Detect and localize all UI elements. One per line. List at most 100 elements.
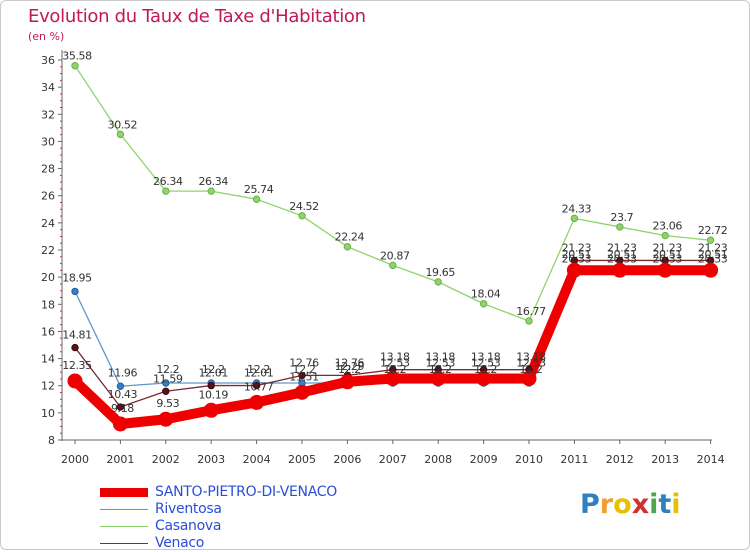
- data-label: 21.23: [652, 241, 682, 254]
- x-tick-label: 2009: [470, 453, 498, 466]
- data-label: 23.7: [610, 211, 633, 224]
- data-point: [525, 317, 533, 325]
- chart-title: Evolution du Taux de Taxe d'Habitation: [28, 6, 366, 27]
- data-point: [706, 236, 715, 244]
- logo-letter: i: [649, 489, 659, 520]
- data-label: 12.2: [202, 363, 225, 376]
- x-tick-label: 2000: [61, 453, 89, 466]
- logo-letter: t: [658, 489, 672, 520]
- data-label: 20.33: [607, 253, 637, 266]
- data-label: 12.2: [429, 363, 452, 376]
- data-label: 20.51: [698, 248, 728, 261]
- data-point: [479, 300, 488, 308]
- data-label: 12.53: [380, 357, 410, 370]
- line-chart: 8 10 12 14 16 18 20 22 24 26 28 30 32 34 36 2000 2001 200…: [41, 50, 728, 466]
- y-tick-label: 14: [41, 353, 55, 366]
- legend-label: SANTO-PIETRO-DI-VENACO: [155, 484, 337, 500]
- data-label: 11.96: [108, 366, 138, 379]
- data-label: 12.76: [289, 356, 319, 369]
- data-label: 35.58: [62, 50, 92, 63]
- y-tick-label: 24: [41, 217, 55, 230]
- logo-letter: o: [613, 489, 632, 520]
- x-tick-label: 2006: [333, 453, 361, 466]
- data-point: [203, 402, 219, 418]
- data-point: [207, 187, 215, 195]
- data-label: 11.51: [289, 370, 319, 383]
- legend-swatch: [100, 509, 148, 510]
- data-label: 12.2: [474, 363, 497, 376]
- data-label: 19.65: [425, 266, 455, 279]
- data-label: 22.24: [335, 231, 365, 244]
- data-point: [570, 214, 579, 223]
- data-label: 20.33: [652, 253, 682, 266]
- data-label: 12.29: [335, 360, 365, 373]
- data-point: [71, 343, 79, 352]
- data-label: 10.77: [244, 380, 274, 393]
- legend-label: Riventosa: [155, 501, 222, 517]
- unit-label: (en %): [28, 30, 65, 43]
- data-label: 20.51: [607, 248, 637, 261]
- data-point: [476, 371, 492, 387]
- data-label: 10.19: [198, 388, 228, 401]
- data-label: 16.77: [516, 305, 546, 318]
- data-label: 12.53: [516, 357, 546, 370]
- y-tick-label: 8: [48, 434, 55, 447]
- data-point: [298, 371, 306, 380]
- data-label: 12.2: [293, 363, 316, 376]
- data-point: [434, 278, 442, 286]
- data-label: 30.52: [108, 118, 138, 131]
- logo-letter: P: [580, 489, 600, 520]
- data-label: 12.2: [247, 363, 270, 376]
- data-point: [294, 384, 310, 400]
- data-label: 20.51: [562, 248, 592, 261]
- data-point: [116, 382, 125, 390]
- data-label: 13.18: [380, 351, 410, 364]
- data-point: [566, 262, 582, 278]
- y-tick-label: 22: [41, 244, 55, 257]
- y-tick-label: 26: [41, 190, 55, 203]
- data-label: 21.23: [562, 241, 592, 254]
- data-label: 12.76: [335, 356, 365, 369]
- data-label: 23.06: [652, 220, 682, 233]
- y-tick-label: 30: [41, 135, 55, 148]
- data-point: [112, 416, 128, 432]
- x-tick-label: 2013: [651, 453, 679, 466]
- data-point: [657, 262, 673, 278]
- y-tick-label: 34: [41, 81, 55, 94]
- y-tick-label: 12: [41, 380, 55, 393]
- data-label: 12.35: [62, 359, 92, 372]
- data-point: [430, 371, 446, 387]
- data-label: 13.18: [425, 351, 455, 364]
- data-point: [252, 195, 261, 203]
- data-point: [339, 374, 355, 390]
- data-label: 9.53: [156, 397, 179, 410]
- x-tick-label: 2010: [515, 453, 543, 466]
- legend-label: Casanova: [155, 518, 222, 534]
- data-label: 20.87: [380, 249, 410, 262]
- logo-letter: x: [631, 489, 650, 520]
- data-label: 21.23: [698, 241, 728, 254]
- data-point: [252, 381, 261, 390]
- x-tick-label: 2004: [243, 453, 271, 466]
- data-point: [343, 243, 352, 251]
- data-label: 26.34: [153, 175, 183, 188]
- y-tick-label: 36: [41, 54, 55, 67]
- data-label: 12.2: [338, 363, 361, 376]
- data-point: [661, 231, 669, 240]
- data-label: 12.2: [520, 363, 543, 376]
- y-tick-label: 16: [41, 325, 55, 338]
- data-point: [298, 212, 306, 220]
- data-point: [116, 130, 125, 139]
- data-label: 18.04: [471, 288, 501, 301]
- data-label: 20.51: [652, 248, 682, 261]
- data-point: [703, 262, 719, 278]
- data-point: [162, 387, 170, 395]
- data-label: 12.01: [244, 367, 274, 380]
- data-label: 20.33: [562, 253, 592, 266]
- data-point: [385, 371, 401, 387]
- x-tick-label: 2008: [424, 453, 452, 466]
- x-tick-label: 2003: [197, 453, 225, 466]
- data-label: 12.2: [383, 363, 406, 376]
- data-point: [116, 403, 125, 411]
- legend-swatch: [100, 543, 148, 544]
